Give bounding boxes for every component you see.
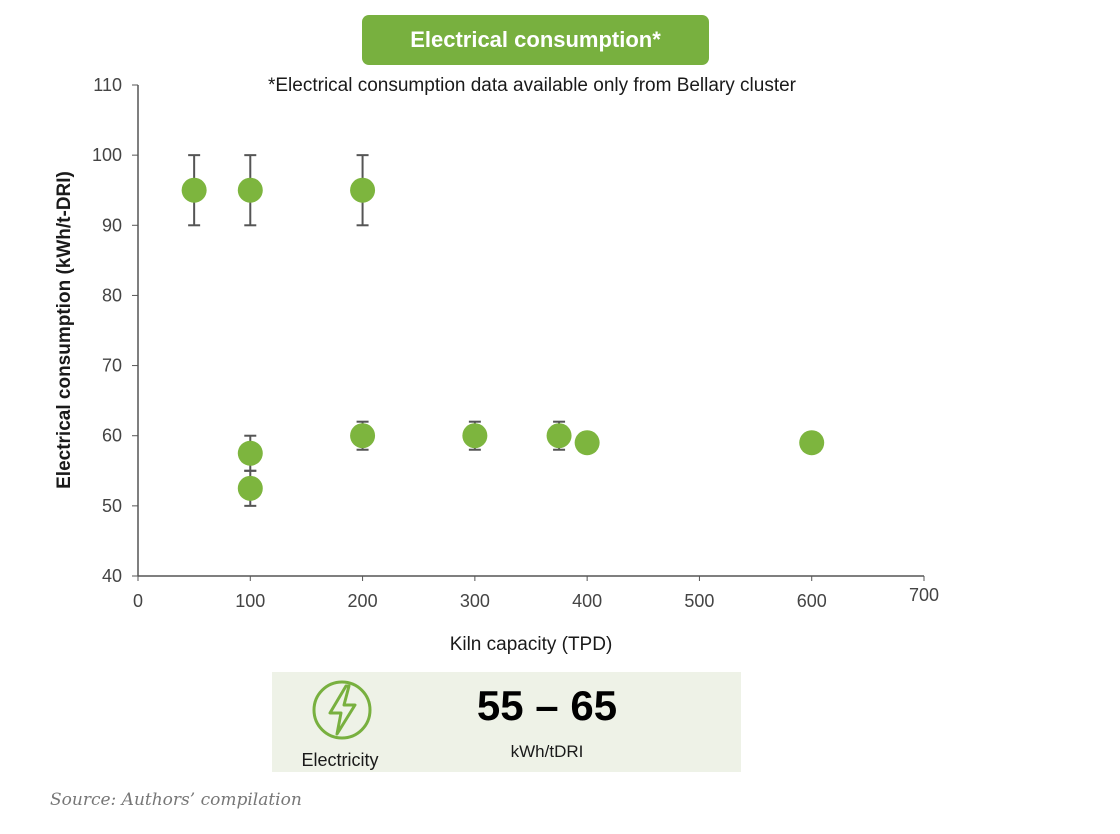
x-tick-label: 0 [133,591,143,611]
summary-value: 55 – 65 [476,682,618,729]
y-tick-label: 90 [102,215,122,235]
data-point [350,423,376,449]
data-point [574,430,600,456]
y-tick-label: 70 [102,356,122,376]
y-tick-label: 100 [92,145,122,165]
y-tick-label: 50 [102,496,122,516]
chart-subtitle: *Electrical consumption data available o… [267,75,797,96]
x-tick-label: 600 [797,591,827,611]
data-point [462,423,488,449]
x-tick-label: 200 [348,591,378,611]
x-tick-label: 100 [235,591,265,611]
x-tick-label: 700 [909,585,939,605]
y-tick-label: 110 [93,75,122,95]
data-points [181,177,825,501]
data-point [237,177,263,203]
data-point [181,177,207,203]
lightning-bolt-icon [312,680,372,740]
data-point [237,440,263,466]
source-note: Source: Authors’ compilation [50,790,302,810]
data-point [799,430,825,456]
chart-title: Electrical consumption* [362,15,709,65]
y-axis-ticks: 40 50 60 70 80 90 100 110 [92,75,138,586]
y-axis-label: Electrical consumption (kWh/t-DRI) [54,171,75,489]
x-axis-label: Kiln capacity (TPD) [450,634,613,655]
axes [137,85,924,577]
data-point [237,475,263,501]
y-tick-label: 60 [102,426,122,446]
x-axis-ticks: 0 100 200 300 400 500 600 700 [133,576,939,611]
summary-box: Electricity 55 – 65 kWh/tDRI [272,672,741,772]
x-tick-label: 300 [460,591,490,611]
data-point [546,423,572,449]
summary-unit: kWh/tDRI [510,742,584,761]
y-tick-label: 40 [102,566,122,586]
data-point [350,177,376,203]
x-tick-label: 500 [684,591,714,611]
y-tick-label: 80 [102,285,122,305]
x-tick-label: 400 [572,591,602,611]
chart-title-text: Electrical consumption* [410,27,661,52]
summary-caption: Electricity [301,750,379,770]
